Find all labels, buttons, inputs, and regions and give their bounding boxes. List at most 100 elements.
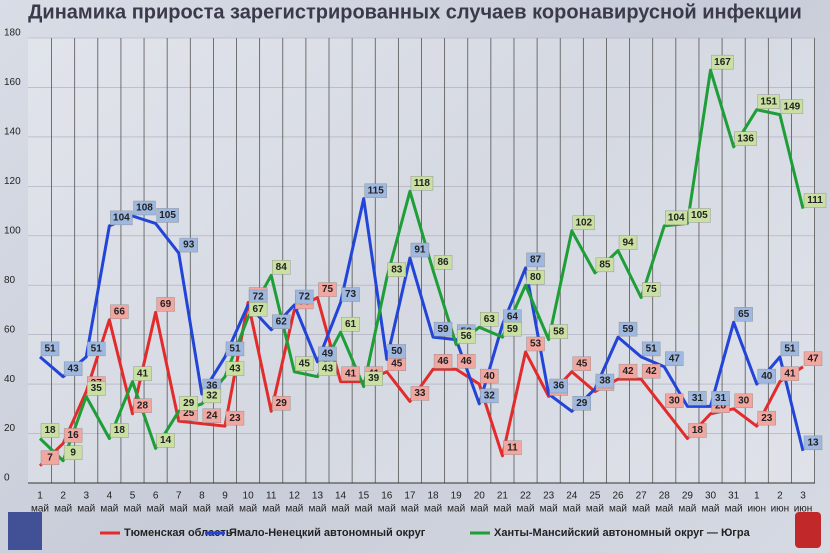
data-label-text: 85 [599, 260, 611, 271]
data-label-box [433, 354, 453, 369]
data-label: 167 [711, 54, 734, 70]
data-label-text: 72 [253, 292, 265, 303]
x-tick-label: май [470, 504, 488, 515]
x-tick-label: 12 [289, 491, 301, 502]
y-tick-label: 40 [4, 374, 16, 385]
x-tick-label: 16 [381, 491, 393, 502]
data-label: 75 [641, 282, 661, 297]
data-label: 51 [225, 341, 245, 357]
x-tick-label: 9 [222, 491, 228, 502]
data-label-text: 51 [784, 344, 796, 355]
data-label: 51 [641, 341, 661, 357]
x-tick-label: май [308, 504, 326, 515]
x-tick-label: май [540, 504, 558, 515]
data-label-text: 53 [530, 339, 542, 350]
data-label-text: 118 [414, 178, 431, 189]
data-label-box [618, 235, 638, 250]
data-label-text: 73 [345, 289, 357, 300]
data-label-text: 18 [114, 425, 126, 436]
x-tick-label: май [355, 504, 373, 515]
y-tick-label: 60 [4, 324, 16, 335]
data-label: 40 [480, 368, 499, 384]
data-label-box [595, 373, 615, 389]
data-label: 75 [318, 282, 337, 297]
data-label: 11 [503, 440, 522, 456]
data-label: 32 [202, 388, 222, 404]
x-tick-label: 26 [612, 491, 624, 502]
data-label-box [688, 391, 707, 406]
x-tick-label: май [123, 504, 141, 515]
legend-label: Ханты-Мансийский автономный округ — Югра [494, 527, 751, 539]
data-label-text: 29 [276, 398, 288, 409]
data-label: 85 [595, 257, 615, 273]
x-tick-label: 30 [705, 491, 717, 502]
data-label: 93 [179, 237, 198, 253]
x-tick-label: май [401, 504, 419, 515]
x-tick-label: июн [747, 504, 766, 515]
data-label-text: 63 [484, 314, 496, 325]
x-tick-label: 10 [243, 491, 255, 502]
data-label: 45 [572, 356, 591, 371]
data-label-text: 13 [807, 438, 819, 449]
data-label-box [341, 366, 360, 381]
legend-label: Ямало-Ненецкий автономный округ [229, 527, 426, 539]
data-label-box [387, 344, 407, 359]
x-tick-label: 7 [176, 491, 182, 502]
data-label: 18 [40, 423, 60, 438]
data-label: 31 [688, 391, 707, 406]
data-label: 36 [549, 378, 568, 394]
legend-label: Тюменская область [124, 527, 233, 539]
data-label-box [618, 321, 638, 337]
data-label-text: 64 [507, 311, 519, 322]
data-label-text: 61 [345, 319, 357, 330]
data-label: 49 [318, 346, 337, 362]
data-label: 31 [711, 391, 730, 406]
data-label: 47 [665, 351, 684, 367]
data-label-box [40, 423, 60, 438]
data-label-box [87, 381, 106, 396]
data-label: 118 [410, 176, 434, 191]
data-label: 63 [480, 312, 499, 327]
data-label-box [665, 351, 684, 367]
data-label-text: 31 [692, 393, 704, 404]
x-tick-label: 3 [83, 491, 89, 502]
data-label-box [572, 215, 595, 231]
x-tick-label: май [609, 504, 627, 515]
data-label-text: 151 [760, 96, 777, 107]
data-label-box [549, 378, 568, 394]
data-label: 66 [110, 304, 129, 320]
data-label-text: 18 [692, 425, 704, 436]
data-label: 149 [780, 99, 804, 114]
data-label: 83 [387, 262, 407, 278]
data-label: 18 [110, 423, 129, 438]
x-tick-label: май [424, 504, 442, 515]
data-label: 40 [757, 368, 776, 384]
data-label: 84 [272, 260, 291, 275]
x-tick-label: 2 [777, 491, 783, 502]
data-label-box [133, 366, 152, 381]
data-label-box [110, 210, 133, 226]
y-tick-label: 80 [4, 275, 16, 286]
x-tick-label: май [632, 504, 650, 515]
data-label: 62 [272, 314, 291, 329]
data-label-text: 36 [206, 381, 218, 392]
x-tick-label: 8 [199, 491, 205, 502]
data-label-text: 47 [807, 353, 819, 364]
data-label-text: 31 [715, 393, 727, 404]
x-tick-label: май [239, 504, 257, 515]
x-tick-label: 2 [60, 491, 66, 502]
x-tick-label: май [493, 504, 511, 515]
data-label: 69 [156, 297, 175, 312]
data-label-box [480, 388, 499, 404]
data-label: 105 [156, 208, 179, 223]
data-label-text: 91 [414, 245, 426, 256]
data-label-box [480, 368, 499, 384]
data-label: 51 [40, 341, 60, 357]
data-label-text: 23 [761, 413, 773, 424]
data-label: 42 [618, 363, 638, 379]
data-label-text: 69 [160, 299, 172, 310]
data-label-text: 9 [70, 447, 76, 458]
data-label-box [433, 255, 453, 270]
x-tick-label: 1 [754, 491, 760, 502]
x-tick-label: 3 [800, 491, 806, 502]
